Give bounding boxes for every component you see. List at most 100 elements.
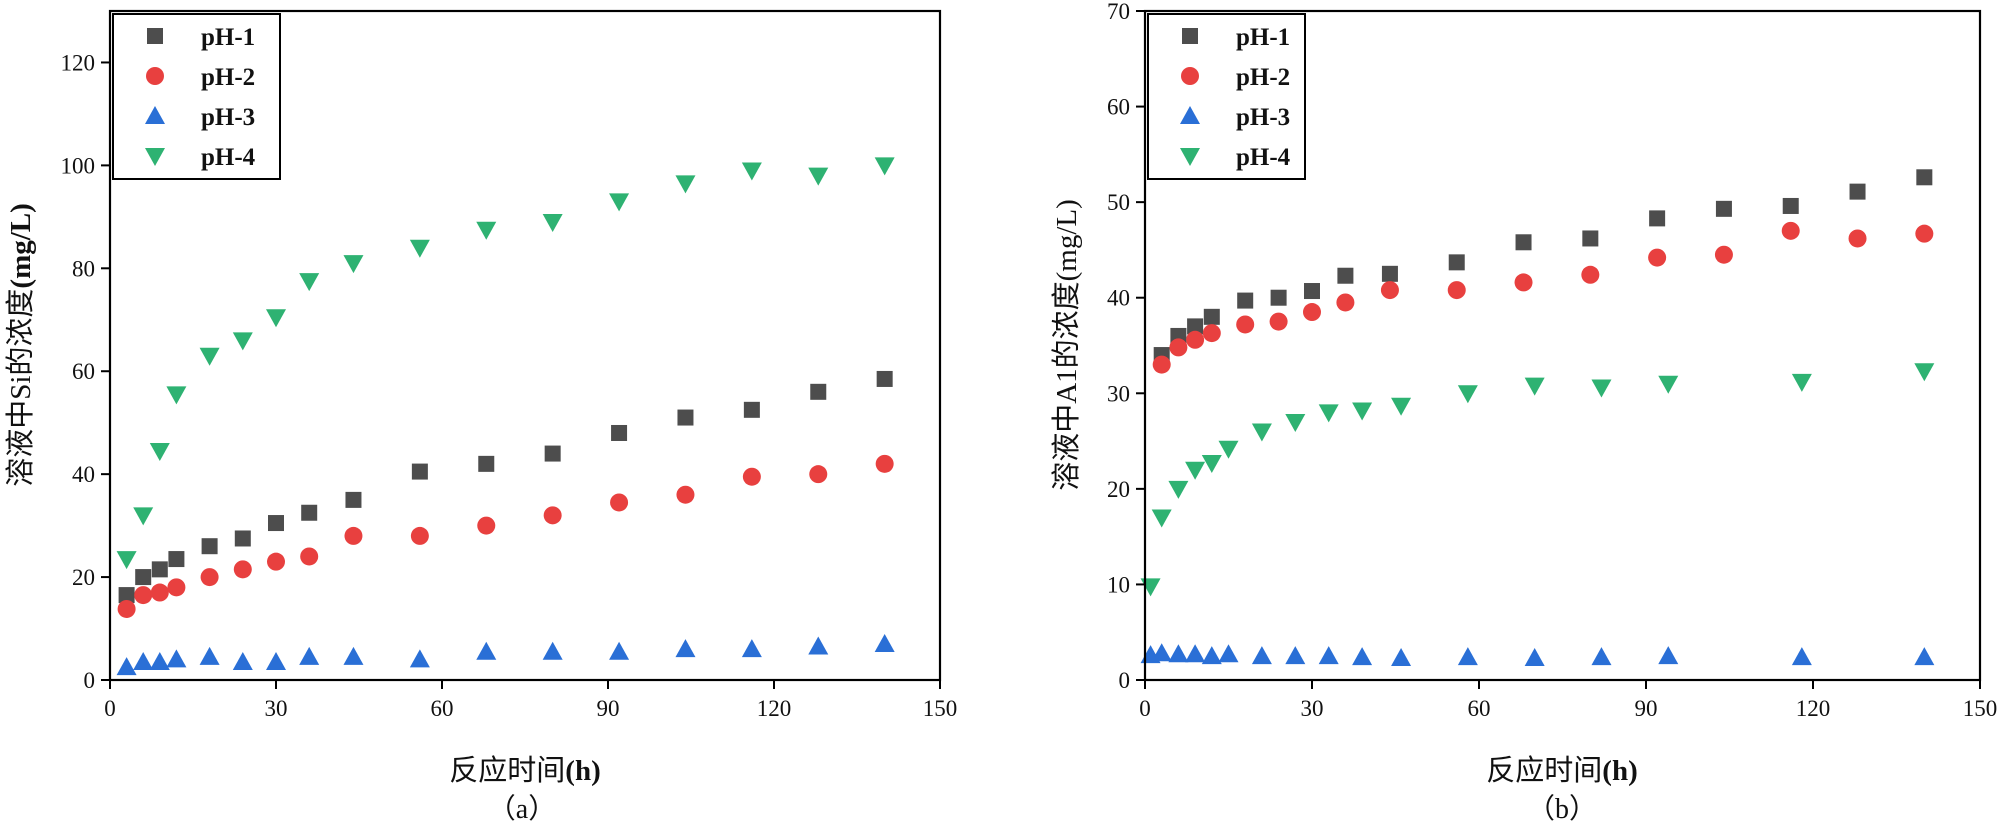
data-point-ph-1 bbox=[544, 445, 561, 462]
data-point-ph-1 bbox=[810, 383, 827, 400]
data-point-ph-1 bbox=[268, 515, 284, 532]
x-tick-label: 0 bbox=[104, 696, 116, 721]
data-point-ph-4 bbox=[1524, 377, 1545, 396]
legend-marker-ph-1 bbox=[1182, 28, 1198, 44]
data-point-ph-1 bbox=[1849, 183, 1866, 200]
y-tick-label: 0 bbox=[84, 668, 96, 693]
x-axis-title-unit: (h) bbox=[565, 755, 600, 787]
data-point-ph-4 bbox=[1151, 509, 1172, 528]
legend-marker-ph-4 bbox=[145, 148, 165, 166]
data-point-ph-4 bbox=[199, 347, 220, 366]
y-tick-label: 20 bbox=[1107, 477, 1130, 502]
x-tick-label: 120 bbox=[1796, 696, 1831, 721]
data-point-ph-3 bbox=[1168, 644, 1189, 663]
legend-marker-ph-3 bbox=[145, 106, 165, 124]
data-point-ph-2 bbox=[1202, 324, 1221, 343]
data-point-ph-3 bbox=[299, 646, 320, 665]
data-point-ph-3 bbox=[1914, 647, 1935, 666]
data-point-ph-3 bbox=[1285, 646, 1306, 665]
data-point-ph-2 bbox=[610, 493, 629, 512]
data-point-ph-4 bbox=[1791, 373, 1812, 392]
data-point-ph-2 bbox=[200, 568, 219, 587]
legend: pH-1 pH-2 pH-3 pH-4 bbox=[112, 13, 281, 180]
data-point-ph-4 bbox=[542, 213, 563, 232]
data-point-ph-3 bbox=[232, 651, 253, 670]
data-point-ph-3 bbox=[1201, 646, 1222, 665]
data-point-ph-4 bbox=[1251, 423, 1272, 442]
data-point-ph-2 bbox=[1152, 355, 1171, 374]
x-tick-label: 90 bbox=[597, 696, 620, 721]
data-point-ph-4 bbox=[266, 309, 286, 328]
data-point-ph-4 bbox=[1218, 440, 1239, 459]
x-axis-title-unit: (h) bbox=[1602, 755, 1637, 787]
x-axis-title-main: 反应时间 bbox=[1486, 754, 1602, 787]
data-point-ph-1 bbox=[1649, 210, 1666, 227]
y-tick-label: 60 bbox=[1107, 95, 1130, 120]
data-point-ph-2 bbox=[1714, 245, 1733, 264]
y-axis-title-main: 溶液中A1的浓度 bbox=[1050, 281, 1083, 490]
data-point-ph-4 bbox=[741, 162, 762, 181]
data-point-ph-1 bbox=[168, 551, 185, 568]
data-point-ph-2 bbox=[410, 526, 429, 545]
data-point-ph-1 bbox=[1304, 283, 1320, 300]
y-tick-label: 80 bbox=[72, 256, 95, 281]
data-point-ph-2 bbox=[742, 467, 761, 486]
data-point-ph-1 bbox=[1337, 267, 1354, 284]
data-point-ph-4 bbox=[116, 551, 137, 570]
data-point-ph-2 bbox=[300, 547, 319, 566]
legend-label-ph-3: pH-3 bbox=[1236, 104, 1290, 131]
data-point-ph-2 bbox=[1303, 303, 1321, 322]
data-point-ph-1 bbox=[1237, 292, 1254, 309]
data-point-ph-2 bbox=[117, 599, 136, 618]
legend-label-ph-2: pH-2 bbox=[201, 64, 255, 91]
data-point-ph-1 bbox=[345, 491, 362, 508]
x-tick-label: 150 bbox=[923, 696, 958, 721]
data-point-ph-3 bbox=[133, 651, 154, 670]
panel-label: （b） bbox=[1527, 793, 1597, 824]
data-point-ph-4 bbox=[232, 332, 253, 351]
data-point-ph-4 bbox=[609, 193, 630, 212]
legend-box bbox=[1147, 13, 1306, 180]
data-point-ph-4 bbox=[675, 175, 696, 194]
data-point-ph-3 bbox=[409, 649, 430, 668]
x-tick-label: 30 bbox=[1301, 696, 1324, 721]
data-point-ph-3 bbox=[476, 641, 497, 660]
data-point-ph-2 bbox=[543, 506, 562, 525]
data-point-ph-1 bbox=[234, 530, 251, 547]
x-tick-label: 30 bbox=[265, 696, 288, 721]
data-point-ph-3 bbox=[1318, 646, 1339, 665]
x-tick-label: 0 bbox=[1139, 696, 1151, 721]
data-point-ph-2 bbox=[1514, 273, 1533, 292]
data-point-ph-4 bbox=[1168, 480, 1189, 499]
data-point-ph-1 bbox=[1715, 200, 1732, 217]
legend-marker-ph-2 bbox=[1181, 67, 1199, 85]
data-point-ph-3 bbox=[266, 651, 286, 670]
data-point-ph-2 bbox=[1236, 315, 1255, 334]
data-point-ph-2 bbox=[344, 526, 363, 545]
data-point-ph-4 bbox=[1457, 385, 1478, 404]
data-point-ph-4 bbox=[299, 273, 320, 292]
data-point-ph-4 bbox=[409, 239, 430, 258]
data-point-ph-3 bbox=[1591, 647, 1612, 666]
y-tick-label: 50 bbox=[1107, 190, 1130, 215]
legend-box bbox=[112, 13, 281, 180]
data-point-ph-3 bbox=[1352, 647, 1373, 666]
data-point-ph-3 bbox=[1457, 647, 1478, 666]
data-point-ph-2 bbox=[1915, 224, 1934, 243]
y-tick-label: 120 bbox=[61, 50, 96, 75]
data-point-ph-1 bbox=[118, 587, 135, 604]
data-point-ph-4 bbox=[476, 221, 497, 240]
data-point-ph-1 bbox=[1381, 265, 1398, 282]
data-point-ph-1 bbox=[1782, 197, 1799, 214]
data-point-ph-3 bbox=[542, 641, 563, 660]
data-point-ph-4 bbox=[1318, 404, 1339, 423]
data-point-ph-3 bbox=[343, 646, 364, 665]
data-point-ph-4 bbox=[808, 167, 829, 186]
data-point-ph-4 bbox=[1591, 379, 1612, 398]
data-point-ph-4 bbox=[149, 442, 170, 461]
data-point-ph-3 bbox=[808, 636, 829, 655]
data-point-ph-2 bbox=[1848, 229, 1867, 248]
data-point-ph-1 bbox=[1448, 254, 1465, 271]
